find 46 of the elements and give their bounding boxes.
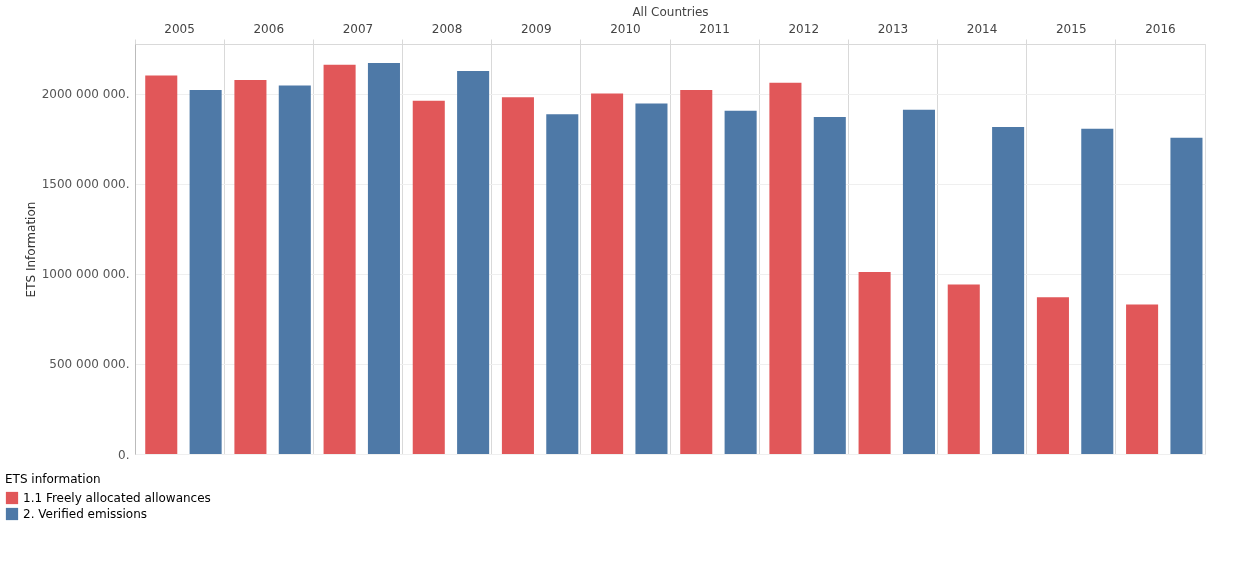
bar: [1081, 128, 1114, 454]
bar: [546, 114, 579, 454]
x-tick-label: 2009: [520, 21, 552, 36]
bar: [323, 64, 356, 454]
bar: [591, 93, 624, 454]
y-tick-label: 2000 000 000.: [41, 87, 130, 102]
x-tick-label: 2006: [253, 21, 285, 36]
y-tick-label: 1000 000 000.: [41, 267, 130, 282]
bar: [992, 126, 1025, 454]
bar: [1170, 137, 1203, 454]
bar: [1036, 297, 1069, 454]
bar: [189, 89, 222, 454]
x-tick-label: 2013: [877, 21, 909, 36]
bar: [234, 80, 267, 454]
x-axis-title: All Countries: [632, 4, 709, 19]
x-tick-label: 2015: [1055, 21, 1087, 36]
bar: [902, 109, 935, 454]
bar: [145, 75, 178, 454]
x-tick-label: 2008: [431, 21, 463, 36]
bar: [813, 116, 846, 454]
y-tick-label: 0.: [118, 447, 130, 462]
bar: [412, 100, 445, 454]
x-tick-label: 2011: [699, 21, 730, 36]
bar: [769, 82, 802, 454]
bar: [947, 284, 980, 454]
bar: [367, 62, 400, 454]
bar: [457, 71, 490, 454]
legend-label: 1.1 Freely allocated allowances: [23, 491, 211, 505]
legend-label: 2. Verified emissions: [23, 507, 148, 521]
y-axis-title: ETS Information: [23, 201, 38, 298]
y-tick-label: 500 000 000.: [49, 357, 130, 372]
x-tick-label: 2007: [342, 21, 374, 36]
bar: [501, 97, 534, 454]
bar: [635, 103, 668, 454]
x-tick-label: 2012: [788, 21, 820, 36]
x-tick-label: 2005: [164, 21, 195, 36]
y-tick-label: 1500 000 000.: [41, 177, 130, 192]
bar: [724, 110, 757, 454]
x-tick-label: 2010: [610, 21, 641, 36]
legend-title: ETS information: [5, 472, 101, 486]
bar: [278, 85, 311, 454]
x-tick-label: 2014: [966, 21, 998, 36]
x-tick-label: 2016: [1145, 21, 1176, 36]
bar: [1126, 304, 1159, 454]
bar: [858, 271, 891, 454]
bar: [680, 89, 713, 454]
